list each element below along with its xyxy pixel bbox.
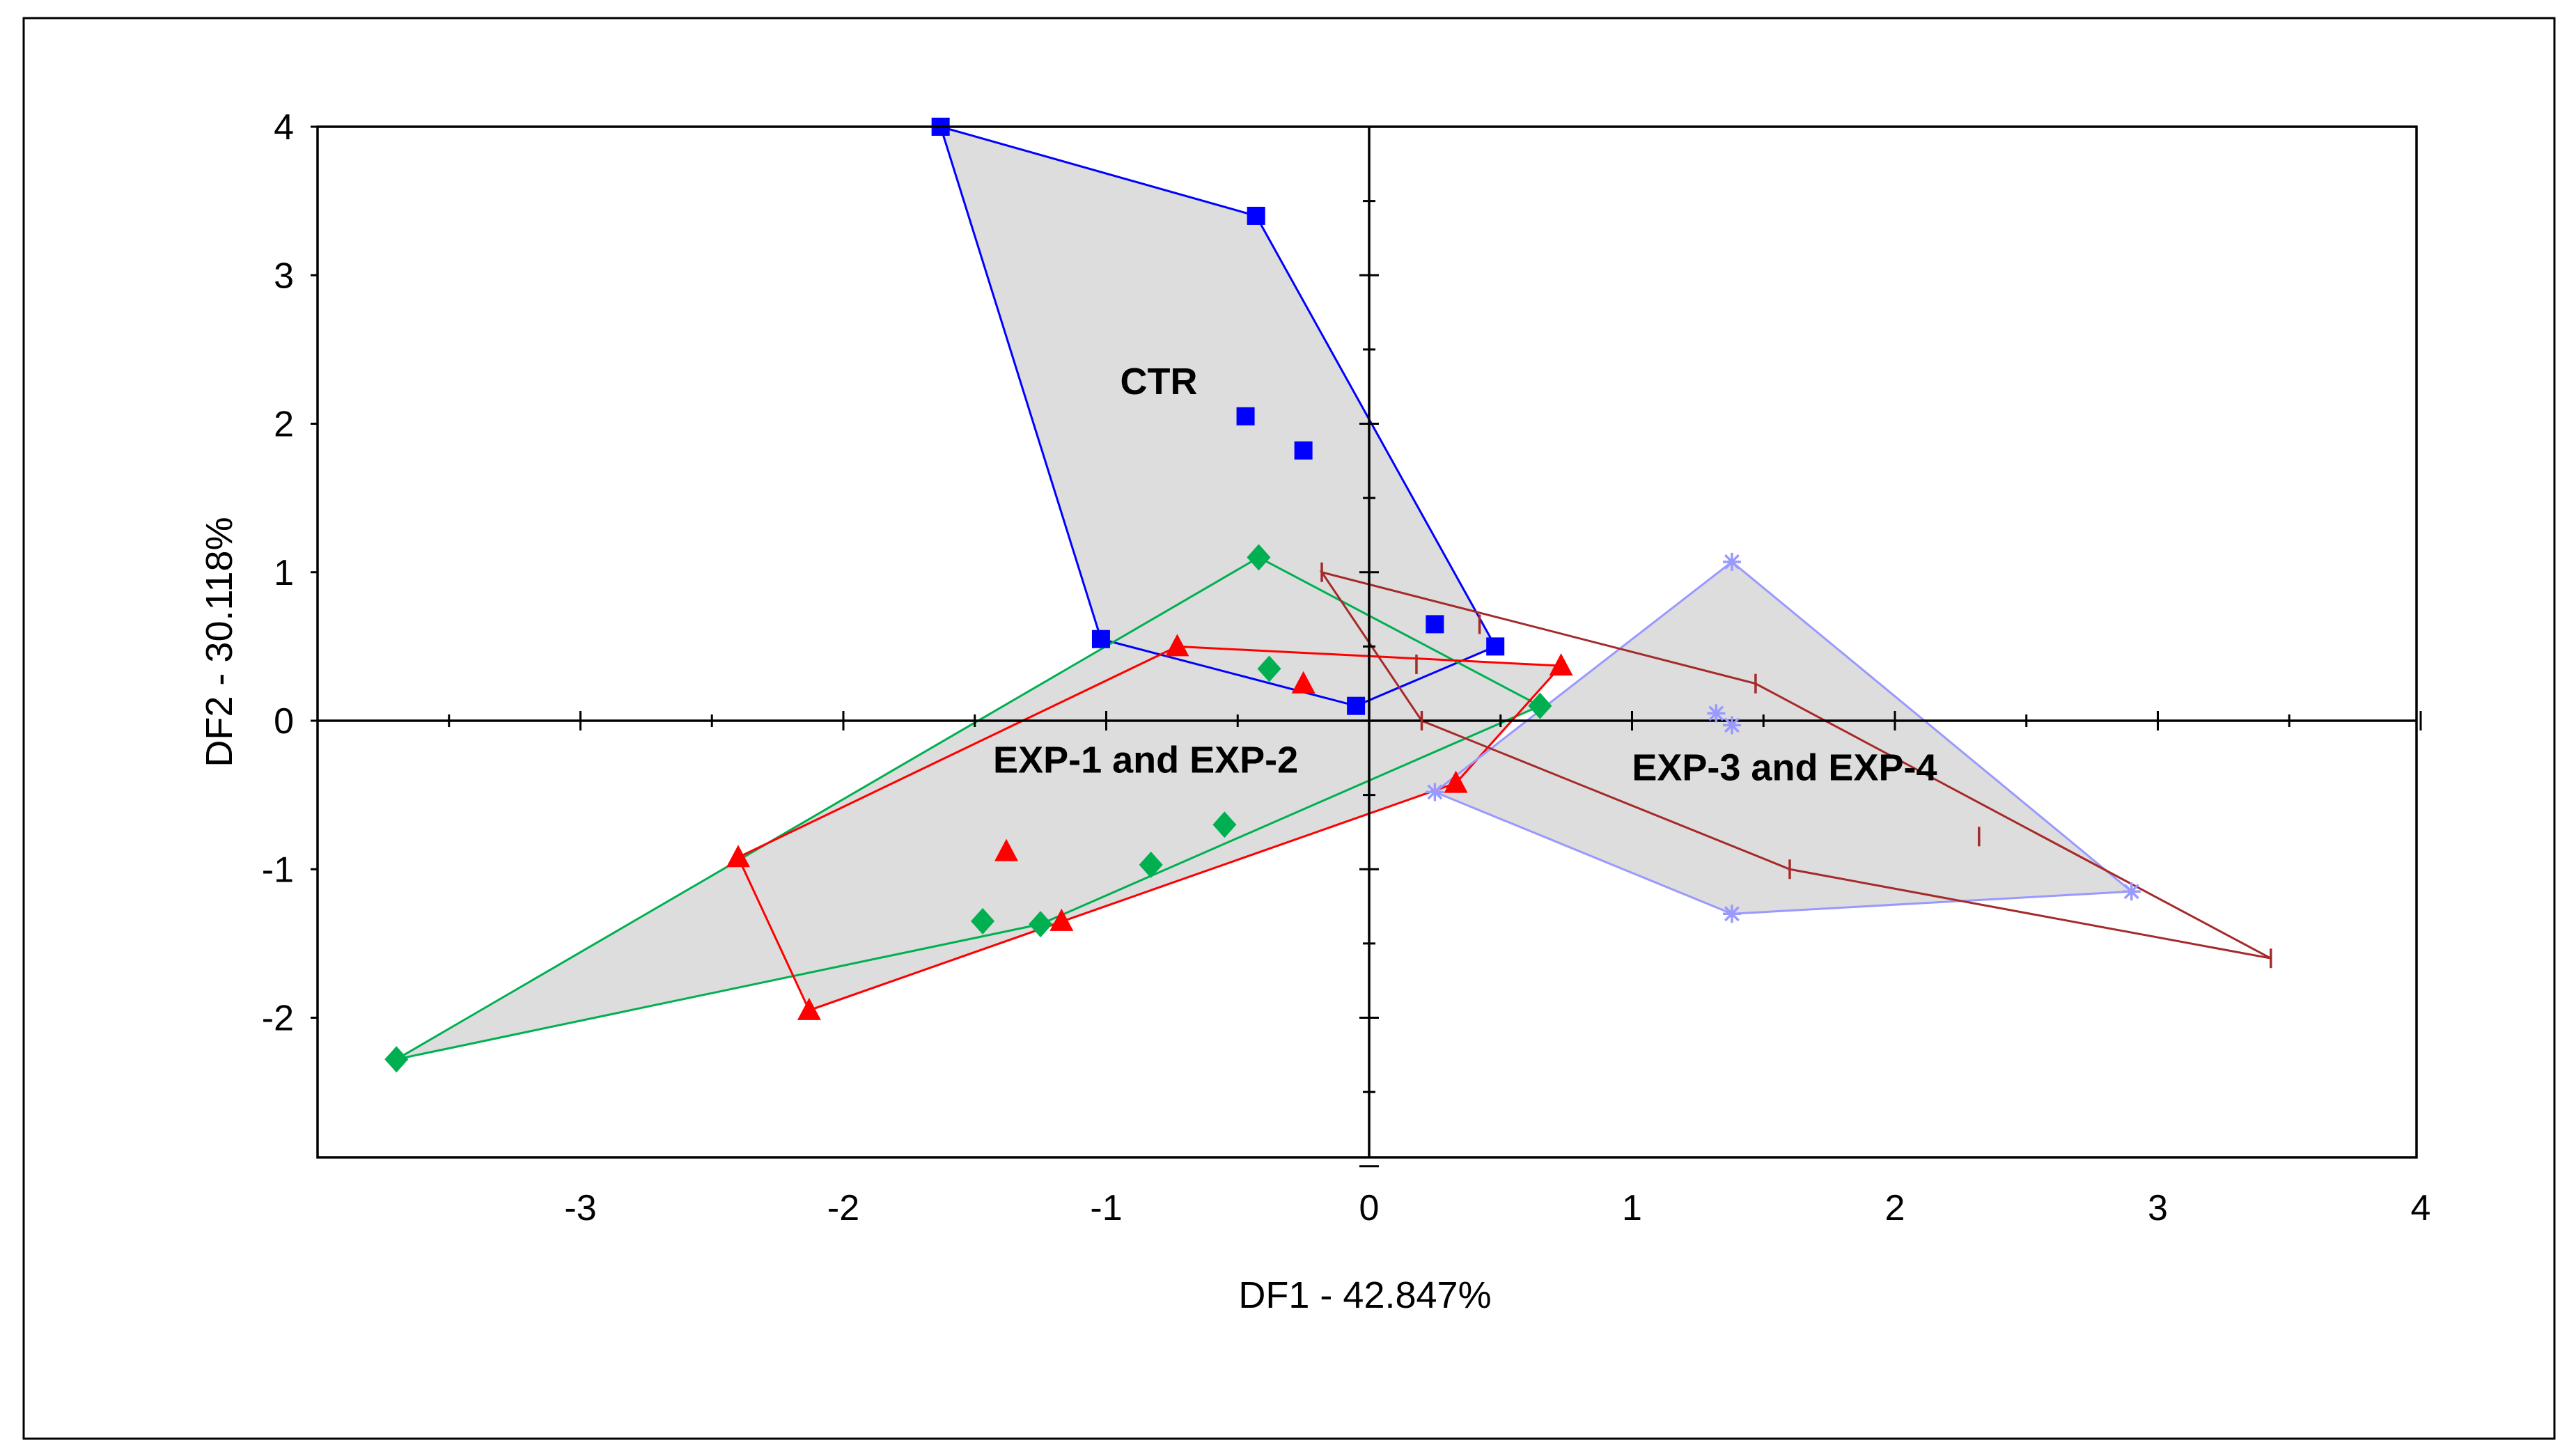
x-tick-label: 4 [2411, 1188, 2431, 1228]
y-tick-label: 4 [274, 107, 294, 148]
group-label-1: EXP-1 and EXP-2 [993, 740, 1298, 781]
point-exp-1 [1528, 692, 1552, 719]
point-exp-3 [2122, 882, 2141, 901]
star-stroke [1427, 784, 1443, 800]
star-stroke [1724, 554, 1740, 570]
x-tick-label: -3 [564, 1188, 596, 1228]
axes-layer [311, 125, 2422, 1168]
point-exp-3 [1722, 905, 1741, 923]
point-exp-1 [1139, 851, 1163, 878]
x-tick-label: 3 [2148, 1188, 2168, 1228]
y-tick-label: 0 [274, 701, 294, 742]
hull-fill-exp-2 [738, 646, 1561, 1010]
point-exp-2 [1165, 634, 1189, 657]
point-exp-3 [1426, 783, 1444, 802]
point-ctr [1247, 206, 1265, 225]
point-exp-1 [1257, 655, 1281, 682]
plot-area-frame [316, 125, 2418, 1159]
x-tick-label: -2 [827, 1188, 859, 1228]
point-exp-1 [1212, 811, 1237, 838]
point-exp-1 [384, 1046, 409, 1073]
star-stroke [2123, 884, 2139, 900]
point-exp-3 [1722, 552, 1741, 571]
point-ctr [1236, 407, 1255, 425]
point-exp-2 [994, 838, 1019, 861]
point-exp-2 [726, 845, 750, 868]
hull-outline-exp-4 [1319, 570, 2272, 960]
point-exp-1 [971, 907, 995, 935]
x-tick-label: 1 [1622, 1188, 1642, 1228]
hull-fill-exp-3 [1435, 561, 2132, 914]
point-exp-1 [1247, 544, 1271, 571]
points-layer [384, 118, 2272, 1073]
point-ctr [1486, 637, 1505, 656]
point-exp-3 [1722, 716, 1741, 735]
point-exp-3 [1707, 704, 1726, 723]
y-axis-title: DF2 - 30.118% [198, 517, 240, 767]
point-exp-2 [1049, 908, 1074, 931]
star-stroke [1724, 906, 1740, 922]
point-exp-2 [1291, 671, 1316, 694]
y-tick-label: -2 [262, 999, 294, 1039]
point-ctr [1294, 441, 1313, 460]
point-ctr [1426, 615, 1444, 634]
group-label-0: CTR [1121, 361, 1198, 402]
x-axis-title: DF1 - 42.847% [1238, 1274, 1491, 1316]
y-tick-label: 2 [274, 405, 294, 445]
hulls-layer [396, 125, 2272, 1061]
y-tick-label: 3 [274, 256, 294, 296]
y-tick-label: -1 [262, 850, 294, 890]
star-stroke [1708, 705, 1724, 721]
group-label-2: EXP-3 and EXP-4 [1632, 746, 1937, 788]
point-exp-1 [1029, 911, 1053, 938]
point-exp-2 [797, 997, 821, 1020]
point-exp-2 [1444, 770, 1468, 793]
point-ctr [1347, 696, 1366, 715]
x-tick-label: 0 [1359, 1188, 1380, 1228]
hull-outline-ctr [939, 125, 1497, 708]
star-stroke [1724, 717, 1740, 733]
labels-layer: -3 -2 -1 0 1 2 3 4 -2 -1 0 1 2 3 4 DF1 - 42.847% DF2 - 3… [198, 107, 2430, 1316]
point-exp-2 [1549, 653, 1573, 676]
y-tick-label: 1 [274, 553, 294, 593]
x-tick-label: 2 [1885, 1188, 1905, 1228]
hull-fill-ctr [940, 127, 1496, 706]
hull-outline-exp-2 [737, 645, 1563, 1012]
x-tick-label: -1 [1090, 1188, 1122, 1228]
point-ctr [1091, 630, 1110, 648]
